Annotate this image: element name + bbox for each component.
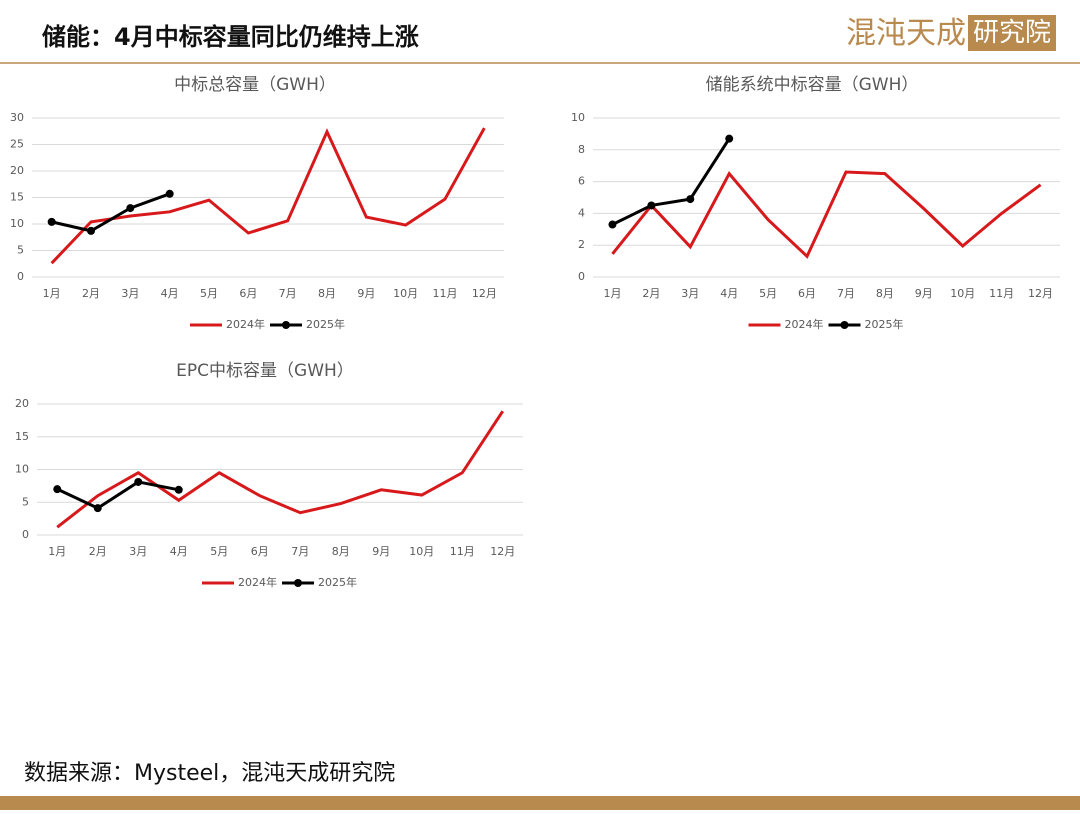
x-tick-label: 3月 — [121, 287, 139, 300]
legend-label: 2024年 — [238, 575, 277, 589]
legend-marker — [294, 579, 302, 587]
x-tick-label: 2月 — [82, 287, 100, 300]
series-line — [611, 170, 1042, 259]
y-tick-label: 5 — [17, 244, 24, 257]
y-tick-label: 10 — [10, 217, 24, 230]
x-tick-label: 4月 — [720, 287, 738, 300]
point — [47, 217, 56, 226]
y-tick-label: 10 — [15, 463, 29, 476]
series-line — [50, 127, 486, 265]
chart-title: 储能系统中标容量（GWH） — [706, 75, 919, 95]
point — [53, 485, 62, 494]
x-tick-label: 12月 — [1028, 287, 1053, 300]
x-tick-label: 8月 — [318, 287, 336, 300]
x-tick-label: 1月 — [43, 287, 61, 300]
x-tick-label: 7月 — [837, 287, 855, 300]
x-tick-label: 2月 — [642, 287, 660, 300]
x-tick-label: 12月 — [472, 287, 497, 300]
legend-label: 2025年 — [318, 575, 357, 589]
point — [134, 477, 143, 486]
x-tick-label: 10月 — [950, 287, 975, 300]
y-tick-label: 15 — [10, 191, 24, 204]
x-tick-label: 10月 — [393, 287, 418, 300]
y-tick-label: 8 — [578, 143, 585, 156]
x-tick-label: 6月 — [239, 287, 257, 300]
y-tick-label: 25 — [10, 138, 24, 151]
x-tick-label: 5月 — [210, 545, 228, 558]
x-tick-label: 1月 — [48, 545, 66, 558]
x-tick-label: 9月 — [372, 545, 390, 558]
x-tick-label: 4月 — [170, 545, 188, 558]
y-tick-label: 10 — [571, 111, 585, 124]
x-tick-label: 8月 — [876, 287, 894, 300]
y-tick-label: 0 — [17, 270, 24, 283]
x-tick-label: 8月 — [332, 545, 350, 558]
x-tick-label: 9月 — [915, 287, 933, 300]
chart-title: EPC中标容量（GWH） — [176, 361, 354, 381]
y-tick-label: 2 — [578, 238, 585, 251]
x-tick-label: 10月 — [409, 545, 434, 558]
chart-title: 中标总容量（GWH） — [174, 75, 336, 95]
point — [165, 189, 174, 198]
y-tick-label: 15 — [15, 430, 29, 443]
slide-title: 储能：4月中标容量同比仍维持上涨 — [42, 23, 419, 51]
y-tick-label: 0 — [22, 528, 29, 541]
y-tick-label: 20 — [15, 397, 29, 410]
y-tick-label: 6 — [578, 175, 585, 188]
point — [93, 504, 102, 513]
x-tick-label: 5月 — [200, 287, 218, 300]
x-tick-label: 2月 — [89, 545, 107, 558]
y-tick-label: 5 — [22, 495, 29, 508]
x-tick-label: 11月 — [433, 287, 458, 300]
logo-box-text: 研究院 — [973, 18, 1051, 48]
y-tick-label: 4 — [578, 206, 585, 219]
legend-marker — [282, 321, 290, 329]
legend-label: 2024年 — [785, 317, 824, 331]
point — [686, 195, 695, 204]
point — [608, 220, 617, 229]
legend-marker — [840, 321, 849, 329]
y-tick-label: 30 — [10, 111, 24, 124]
point — [174, 485, 183, 494]
x-tick-label: 9月 — [357, 287, 375, 300]
x-tick-label: 7月 — [279, 287, 297, 300]
series-line — [56, 410, 505, 529]
source: 数据来源：Mysteel，混沌天成研究院 — [24, 761, 395, 786]
legend-label: 2025年 — [306, 317, 345, 331]
point — [725, 134, 734, 143]
point — [126, 204, 135, 213]
x-tick-label: 12月 — [490, 545, 515, 558]
x-tick-label: 7月 — [291, 545, 309, 558]
y-tick-label: 0 — [578, 270, 585, 283]
footer-bar — [0, 796, 1080, 810]
series-line — [51, 192, 171, 233]
x-tick-label: 6月 — [798, 287, 816, 300]
x-tick-label: 3月 — [129, 545, 147, 558]
point — [87, 226, 95, 235]
legend-label: 2024年 — [226, 317, 265, 331]
y-tick-label: 20 — [10, 164, 24, 177]
logo-text: 混沌天成 — [846, 16, 966, 51]
x-tick-label: 11月 — [450, 545, 475, 558]
x-tick-label: 5月 — [759, 287, 777, 300]
logo-box — [968, 15, 1056, 51]
x-tick-label: 3月 — [681, 287, 699, 300]
x-tick-label: 6月 — [251, 545, 269, 558]
legend-label: 2025年 — [865, 317, 904, 331]
series-line — [611, 137, 731, 226]
x-tick-label: 1月 — [603, 287, 621, 300]
x-tick-label: 4月 — [161, 287, 179, 300]
x-tick-label: 11月 — [989, 287, 1014, 300]
series-line — [56, 480, 180, 510]
point — [647, 201, 656, 210]
